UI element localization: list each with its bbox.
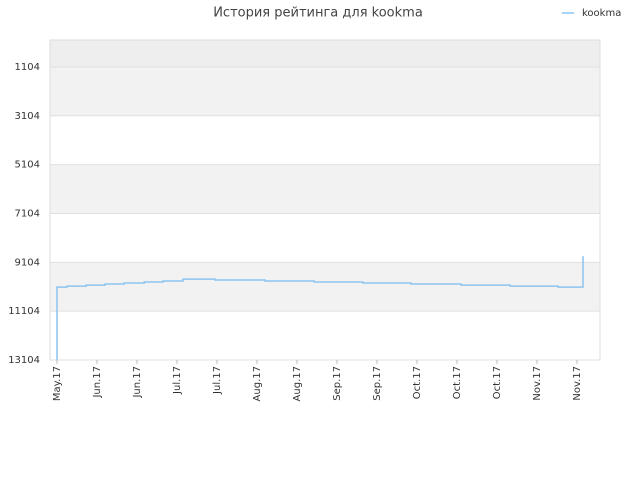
x-tick-label: Jul.17 xyxy=(172,366,183,395)
x-tick-label: Aug.17 xyxy=(292,366,303,401)
y-tick-label: 5104 xyxy=(15,160,40,171)
series-line xyxy=(56,256,584,360)
x-tick-label: Jul.17 xyxy=(212,366,223,395)
x-tick-label: Sep.17 xyxy=(372,366,383,401)
x-tick-label: Jun.17 xyxy=(92,366,103,399)
x-tick-label: Nov.17 xyxy=(532,366,543,401)
x-tick-label: Jun.17 xyxy=(132,366,143,399)
band xyxy=(50,213,600,263)
band xyxy=(50,115,600,165)
band xyxy=(50,66,600,116)
band xyxy=(50,40,600,67)
x-tick-label: Nov.17 xyxy=(572,366,583,401)
legend-label: kookma xyxy=(582,8,621,19)
band xyxy=(50,311,600,360)
x-tick-label: Aug.17 xyxy=(252,366,263,401)
y-tick-label: 1104 xyxy=(15,62,40,73)
y-tick-label: 9104 xyxy=(15,257,40,268)
band xyxy=(50,262,600,312)
chart-title: История рейтинга для kookma xyxy=(213,6,423,21)
x-tick-label: Oct.17 xyxy=(412,366,423,399)
band xyxy=(50,164,600,214)
x-tick-label: Sep.17 xyxy=(332,366,343,401)
y-tick-label: 11104 xyxy=(8,306,40,317)
y-tick-label: 3104 xyxy=(15,111,40,122)
x-tick-label: Oct.17 xyxy=(452,366,463,399)
x-tick-label: Oct.17 xyxy=(492,366,503,399)
x-tick-label: May.17 xyxy=(52,366,63,401)
y-tick-label: 7104 xyxy=(15,208,40,219)
y-tick-label: 13104 xyxy=(8,355,40,366)
